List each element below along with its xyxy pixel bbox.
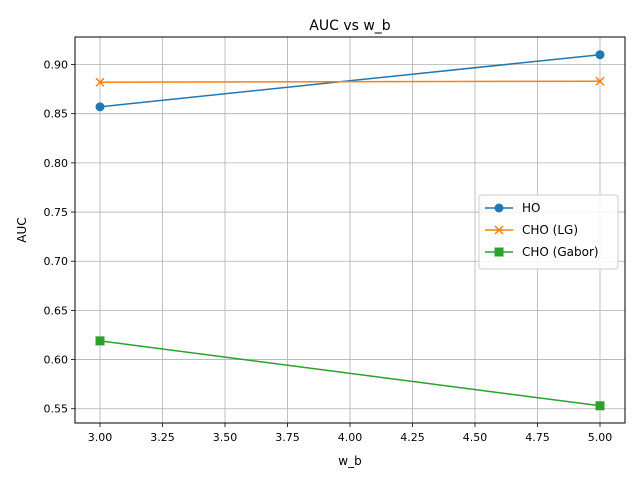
y-tick-label-7: 0.90 — [44, 59, 69, 72]
series-lines — [95, 50, 605, 411]
y-tick-label-4: 0.75 — [44, 206, 69, 219]
axis-ticks: 3.00 3.25 3.50 3.75 4.00 4.25 4.50 4.75 5.00 0.55… — [44, 59, 613, 444]
legend-label-cho-gabor: CHO (Gabor) — [522, 245, 599, 259]
y-axis-label: AUC — [15, 217, 29, 242]
series-cho-lg — [95, 76, 605, 87]
y-tick-label-1: 0.60 — [44, 354, 69, 367]
legend-marker-cho-lg-stroke-b — [494, 225, 504, 235]
data-point-cho-lg-1-stroke-b — [595, 76, 605, 86]
legend-entry-cho-lg: CHO (LG) — [485, 223, 578, 237]
y-tick-label-0: 0.55 — [44, 403, 69, 416]
series-line-cho-gabor — [99, 340, 601, 407]
legend-marker-cho-lg — [494, 225, 504, 235]
x-axis-label: w_b — [338, 454, 361, 468]
data-point-ho-1 — [595, 50, 605, 60]
y-tick-label-6: 0.85 — [44, 108, 69, 121]
plot-area-frame — [74, 36, 626, 424]
legend-marker-cho-gabor — [494, 247, 504, 257]
legend-box — [478, 194, 619, 270]
series-cho-gabor — [95, 336, 605, 411]
data-point-ho-0 — [95, 102, 105, 112]
data-point-cho-lg-0-stroke-b — [95, 77, 105, 87]
legend-label-ho: HO — [522, 201, 540, 215]
x-tick-label-2: 3.50 — [213, 431, 238, 444]
data-point-cho-lg-0 — [95, 77, 105, 87]
x-tick-label-5: 4.25 — [400, 431, 425, 444]
legend-marker-ho — [494, 203, 504, 213]
y-tick-label-2: 0.65 — [44, 304, 69, 317]
series-line-cho-lg — [99, 80, 601, 83]
x-tick-label-7: 4.75 — [525, 431, 550, 444]
chart-title: AUC vs w_b — [309, 18, 391, 34]
data-point-cho-gabor-1 — [595, 401, 605, 411]
legend-entry-ho: HO — [485, 201, 540, 215]
y-tick-label-5: 0.80 — [44, 157, 69, 170]
data-point-cho-lg-1 — [595, 76, 605, 86]
data-point-cho-gabor-0 — [95, 336, 105, 346]
x-tick-label-0: 3.00 — [88, 431, 113, 444]
legend: HO CHO (LG) CHO (Gabor) — [478, 194, 619, 270]
series-ho — [95, 50, 605, 112]
y-tick-label-3: 0.70 — [44, 255, 69, 268]
x-tick-label-1: 3.25 — [150, 431, 175, 444]
x-tick-label-3: 3.75 — [275, 431, 300, 444]
legend-entry-cho-gabor: CHO (Gabor) — [485, 245, 599, 259]
grid — [75, 37, 625, 423]
x-tick-label-4: 4.00 — [338, 431, 363, 444]
legend-label-cho-lg: CHO (LG) — [522, 223, 578, 237]
x-tick-label-6: 4.50 — [463, 431, 488, 444]
x-tick-label-8: 5.00 — [588, 431, 613, 444]
series-line-ho — [99, 53, 601, 108]
